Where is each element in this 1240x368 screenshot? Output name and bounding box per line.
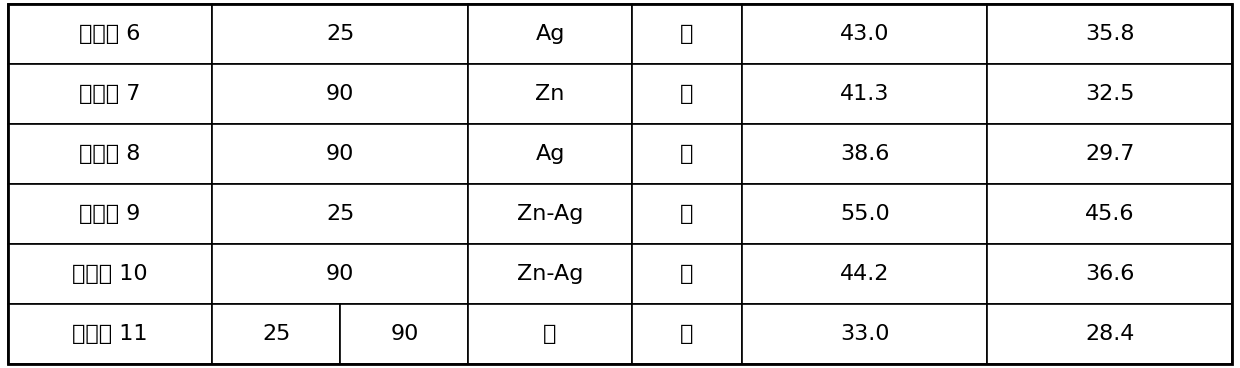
Bar [743,304,987,364]
Text: 90: 90 [326,264,355,284]
Text: 38.6: 38.6 [841,144,889,164]
Bar [212,124,469,184]
Text: 35.8: 35.8 [1085,24,1135,44]
Text: 否: 否 [681,324,693,344]
Text: 否: 否 [681,204,693,224]
Bar [631,304,743,364]
Bar [469,304,631,364]
Bar [743,4,987,64]
Text: 对比例 10: 对比例 10 [72,264,148,284]
Bar [212,244,469,304]
Bar [987,304,1233,364]
Text: 否: 否 [681,84,693,104]
Text: Zn-Ag: Zn-Ag [517,204,583,224]
Text: 对比例 7: 对比例 7 [79,84,140,104]
Text: 25: 25 [262,324,290,344]
Bar [631,64,743,124]
Text: Ag: Ag [536,24,564,44]
Bar [469,4,631,64]
Text: Zn-Ag: Zn-Ag [517,264,583,284]
Text: 否: 否 [681,24,693,44]
Text: 90: 90 [391,324,419,344]
Text: 36.6: 36.6 [1085,264,1135,284]
Bar [987,64,1233,124]
Text: 对比例 8: 对比例 8 [79,144,140,164]
Text: 33.0: 33.0 [839,324,889,344]
Text: 55.0: 55.0 [839,204,889,224]
Text: 否: 否 [681,264,693,284]
Bar [631,124,743,184]
Text: Ag: Ag [536,144,564,164]
Bar [212,64,469,124]
Text: Zn: Zn [536,84,564,104]
Text: 90: 90 [326,84,355,104]
Text: 90: 90 [326,144,355,164]
Bar [212,4,469,64]
Bar [7,4,212,64]
Bar [212,304,340,364]
Text: 对比例 9: 对比例 9 [79,204,140,224]
Bar [7,244,212,304]
Bar [212,184,469,244]
Bar [987,124,1233,184]
Bar [987,184,1233,244]
Bar [631,4,743,64]
Bar [469,244,631,304]
Bar [743,244,987,304]
Text: 对比例 11: 对比例 11 [72,324,148,344]
Text: 否: 否 [681,144,693,164]
Text: 25: 25 [326,24,355,44]
Text: 45.6: 45.6 [1085,204,1135,224]
Text: 25: 25 [326,204,355,224]
Bar [631,244,743,304]
Bar [7,64,212,124]
Bar [469,124,631,184]
Text: 43.0: 43.0 [839,24,889,44]
Bar [743,124,987,184]
Text: 44.2: 44.2 [841,264,889,284]
Bar [7,184,212,244]
Bar [469,64,631,124]
Bar [743,64,987,124]
Bar [340,304,469,364]
Text: 32.5: 32.5 [1085,84,1135,104]
Bar [743,184,987,244]
Bar [631,184,743,244]
Text: 41.3: 41.3 [841,84,889,104]
Bar [987,4,1233,64]
Bar [7,124,212,184]
Bar [7,304,212,364]
Text: 无: 无 [543,324,557,344]
Text: 29.7: 29.7 [1085,144,1135,164]
Text: 28.4: 28.4 [1085,324,1135,344]
Bar [469,184,631,244]
Text: 对比例 6: 对比例 6 [79,24,140,44]
Bar [987,244,1233,304]
